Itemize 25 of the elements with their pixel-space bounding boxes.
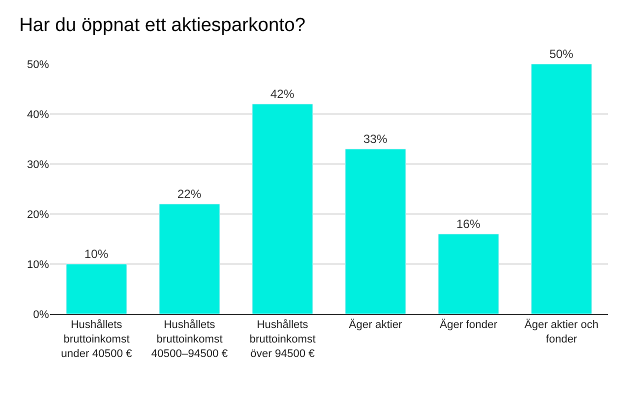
y-tick-label: 30%	[26, 158, 50, 171]
y-tick-label: 0%	[33, 308, 50, 321]
bar	[252, 104, 313, 314]
x-tick-label: Äger aktier och fonder	[524, 318, 598, 346]
data-label: 33%	[363, 132, 388, 146]
bar	[66, 264, 127, 314]
data-label: 42%	[270, 87, 295, 101]
chart-title: Har du öppnat ett aktiesparkonto?	[19, 15, 306, 36]
bar	[438, 234, 499, 314]
x-tick-label: Äger aktier	[348, 318, 402, 332]
y-tick-label: 10%	[26, 258, 50, 271]
data-label: 50%	[549, 47, 574, 61]
data-label: 16%	[456, 217, 481, 231]
data-label: 10%	[84, 247, 109, 261]
x-tick-label: Hushållets bruttoinkomst under 40500 €	[61, 319, 132, 360]
data-label: 22%	[177, 187, 202, 201]
y-tick-label: 50%	[26, 58, 50, 71]
bar	[345, 148, 406, 314]
bar	[531, 64, 592, 314]
bar	[159, 204, 220, 314]
y-tick-label: 40%	[26, 108, 50, 121]
x-tick-label: Hushållets bruttoinkomst över 94500 €	[249, 319, 316, 360]
y-tick-label: 20%	[26, 208, 50, 221]
x-tick-label: Äger fonder	[440, 318, 498, 332]
x-tick-label: Hushållets bruttoinkomst 40500–94500 €	[151, 319, 228, 360]
